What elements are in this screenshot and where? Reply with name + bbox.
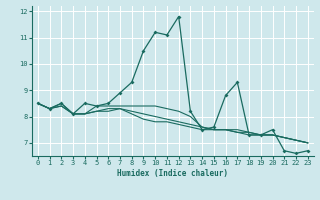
X-axis label: Humidex (Indice chaleur): Humidex (Indice chaleur) [117, 169, 228, 178]
